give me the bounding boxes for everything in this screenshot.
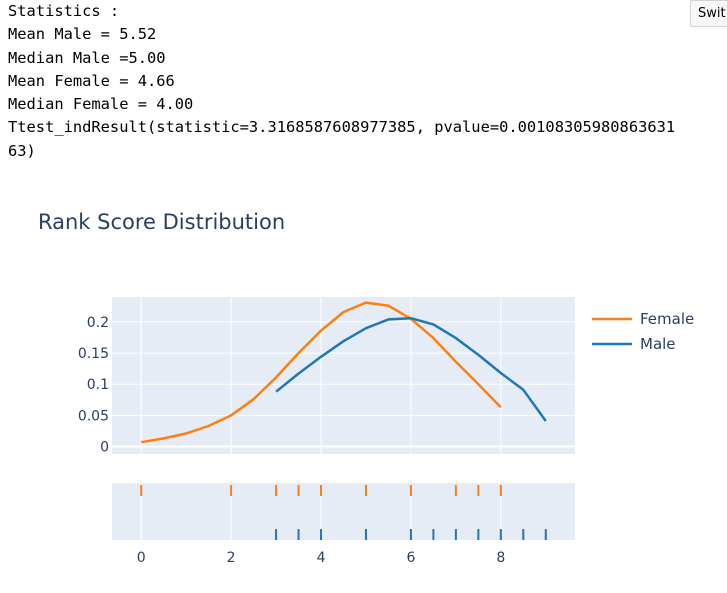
x-tick-label: 2 [227, 550, 236, 566]
legend-label: Male [640, 335, 676, 353]
line-female [140, 301, 502, 444]
output-line-median-male: Median Male =5.00 [8, 48, 166, 67]
axis-ticks: 0 2 4 6 8 0 0.05 0.1 0.15 0.2 [78, 315, 505, 566]
legend-item-female[interactable]: Female [592, 310, 694, 328]
legend-item-male[interactable]: Male [592, 335, 676, 353]
output-line-ttest-continuation: 63) [8, 141, 36, 160]
rug-plot-background [112, 483, 575, 540]
x-tick-label: 4 [317, 550, 326, 566]
output-line-ttest: Ttest_indResult(statistic=3.316858760897… [8, 118, 676, 137]
density-lines [140, 301, 547, 444]
y-tick-label: 0 [100, 440, 109, 456]
chart-title: Rank Score Distribution [38, 210, 285, 234]
y-tick-label: 0.15 [78, 346, 109, 362]
cell-output: Statistics : Mean Male = 5.52 Median Male … [8, 0, 675, 163]
main-plot-background [112, 297, 575, 454]
y-tick-label: 0.1 [87, 377, 109, 393]
x-tick-label: 8 [496, 550, 505, 566]
legend[interactable]: Female Male [592, 310, 694, 353]
switch-button[interactable]: Swit [690, 0, 727, 27]
output-line-mean-male: Mean Male = 5.52 [8, 25, 157, 44]
rank-score-chart: Rank Score Distribution 0 2 4 6 8 0 0.05 0.1 0.1… [38, 210, 694, 566]
output-line-mean-female: Mean Female = 4.66 [8, 71, 175, 90]
grid-lines [112, 297, 575, 540]
legend-label: Female [640, 310, 694, 328]
y-tick-label: 0.05 [78, 408, 109, 424]
x-tick-label: 6 [406, 550, 415, 566]
rug-marks [140, 485, 547, 540]
output-line-statistics: Statistics : [8, 2, 120, 20]
x-tick-label: 0 [137, 550, 146, 566]
output-line-median-female: Median Female = 4.00 [8, 95, 194, 114]
y-tick-label: 0.2 [87, 315, 109, 331]
line-male [275, 316, 547, 422]
